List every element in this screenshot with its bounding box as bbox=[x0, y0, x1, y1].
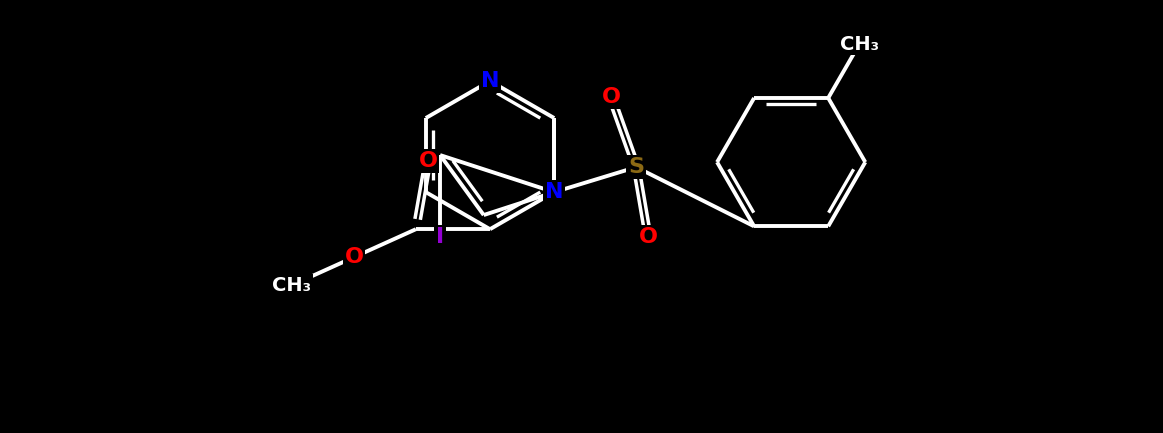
Text: O: O bbox=[638, 227, 657, 247]
Text: I: I bbox=[436, 227, 444, 247]
Text: CH₃: CH₃ bbox=[272, 276, 312, 295]
Text: O: O bbox=[344, 247, 363, 267]
Text: N: N bbox=[545, 182, 563, 202]
Text: O: O bbox=[419, 151, 437, 171]
Text: CH₃: CH₃ bbox=[840, 35, 879, 54]
Text: N: N bbox=[480, 71, 499, 91]
Text: O: O bbox=[601, 87, 621, 107]
Text: S: S bbox=[628, 157, 644, 177]
